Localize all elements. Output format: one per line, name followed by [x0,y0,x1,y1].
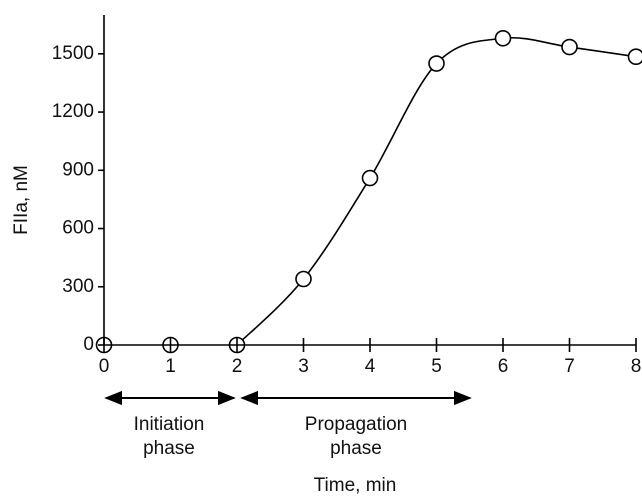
y-tick-label: 600 [62,218,94,239]
data-point [295,270,312,288]
data-point [627,48,642,66]
y-tick-label: 900 [62,159,94,180]
annotation: phase [330,438,382,459]
data-point [494,29,512,47]
y-tick-label: 0 [83,334,94,355]
x-tick-label: 1 [165,356,176,377]
annotation: phase [143,438,195,459]
x-tick-label: 8 [631,356,642,377]
data-line [236,36,637,346]
x-tick-label: 2 [232,356,243,377]
data-point [361,169,379,187]
x-axis-label: Time, min [314,475,397,496]
x-tick-label: 0 [99,356,110,377]
y-axis-label: FIIa, nM [11,165,32,235]
x-tick-label: 6 [498,356,509,377]
annotation: Propagation [305,414,407,435]
x-tick-label: 7 [564,356,575,377]
data-point [561,38,578,56]
x-tick-label: 3 [298,356,309,377]
x-tick-label: 5 [431,356,442,377]
y-tick-label: 1200 [52,101,94,122]
y-tick-label: 1500 [52,43,94,64]
x-tick-label: 4 [365,356,376,377]
annotation: Initiation [134,414,205,435]
y-tick-label: 300 [62,276,94,297]
data-point [428,55,445,72]
